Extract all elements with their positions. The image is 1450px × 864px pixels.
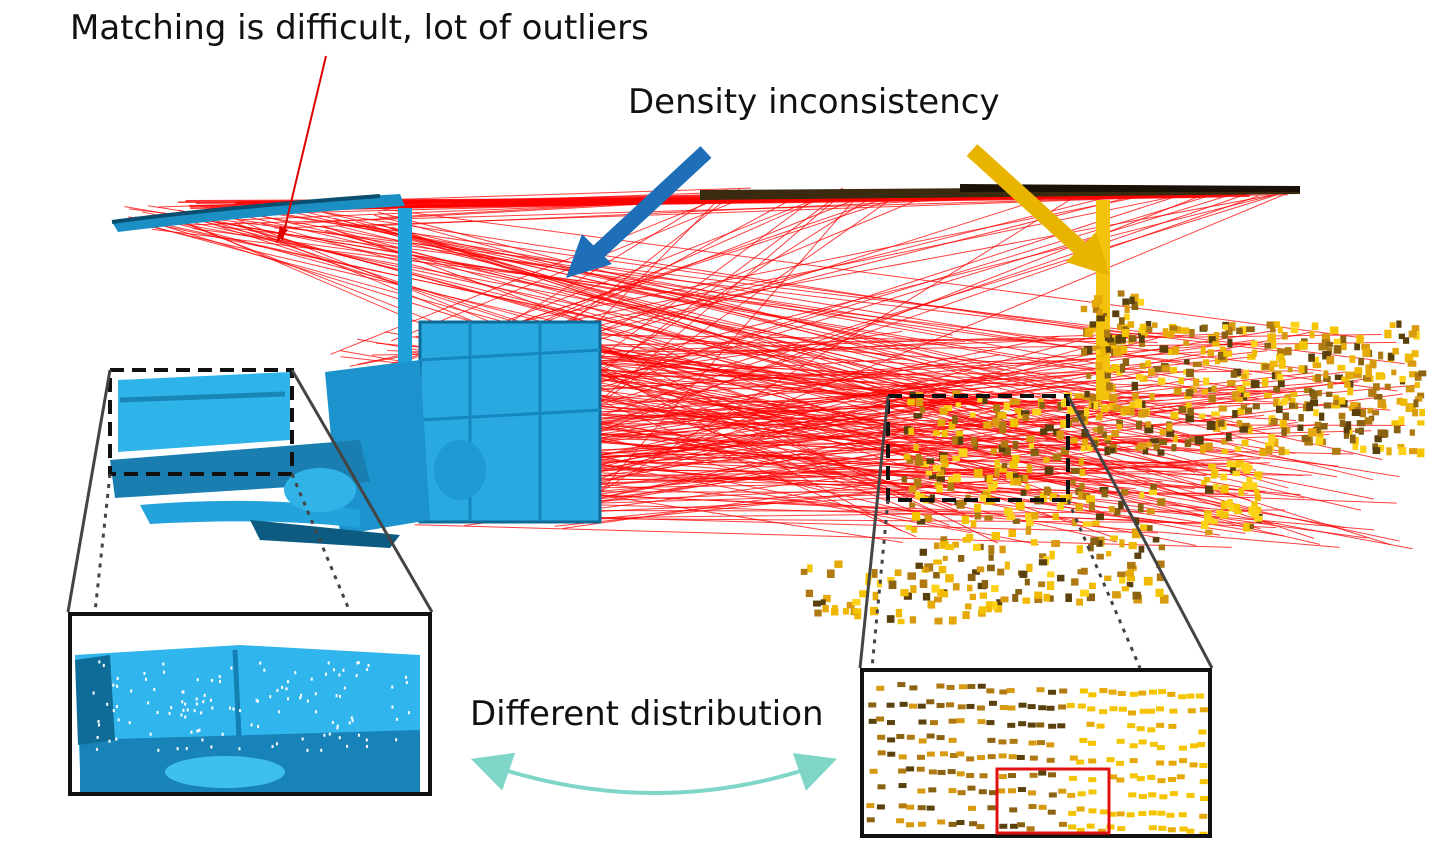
callout-pointer-head [276,226,288,244]
blue-arrow-icon [566,146,712,278]
target-zoom-region [886,394,1070,502]
double-arrow-icon [470,752,838,795]
density-label: Density inconsistency [628,82,1000,122]
source-inset [68,612,432,796]
matching-label: Matching is difficult, lot of outliers [70,8,649,48]
distribution-label: Different distribution [470,694,824,734]
target-inset [860,668,1212,838]
source-point-cloud [110,194,602,548]
callout-pointer [281,55,327,241]
zoom-connectors [66,369,1214,669]
highlight-box [995,767,1111,835]
source-zoom-region [108,368,294,476]
target-point-cloud [700,184,1427,625]
gold-arrow-icon [966,144,1110,276]
